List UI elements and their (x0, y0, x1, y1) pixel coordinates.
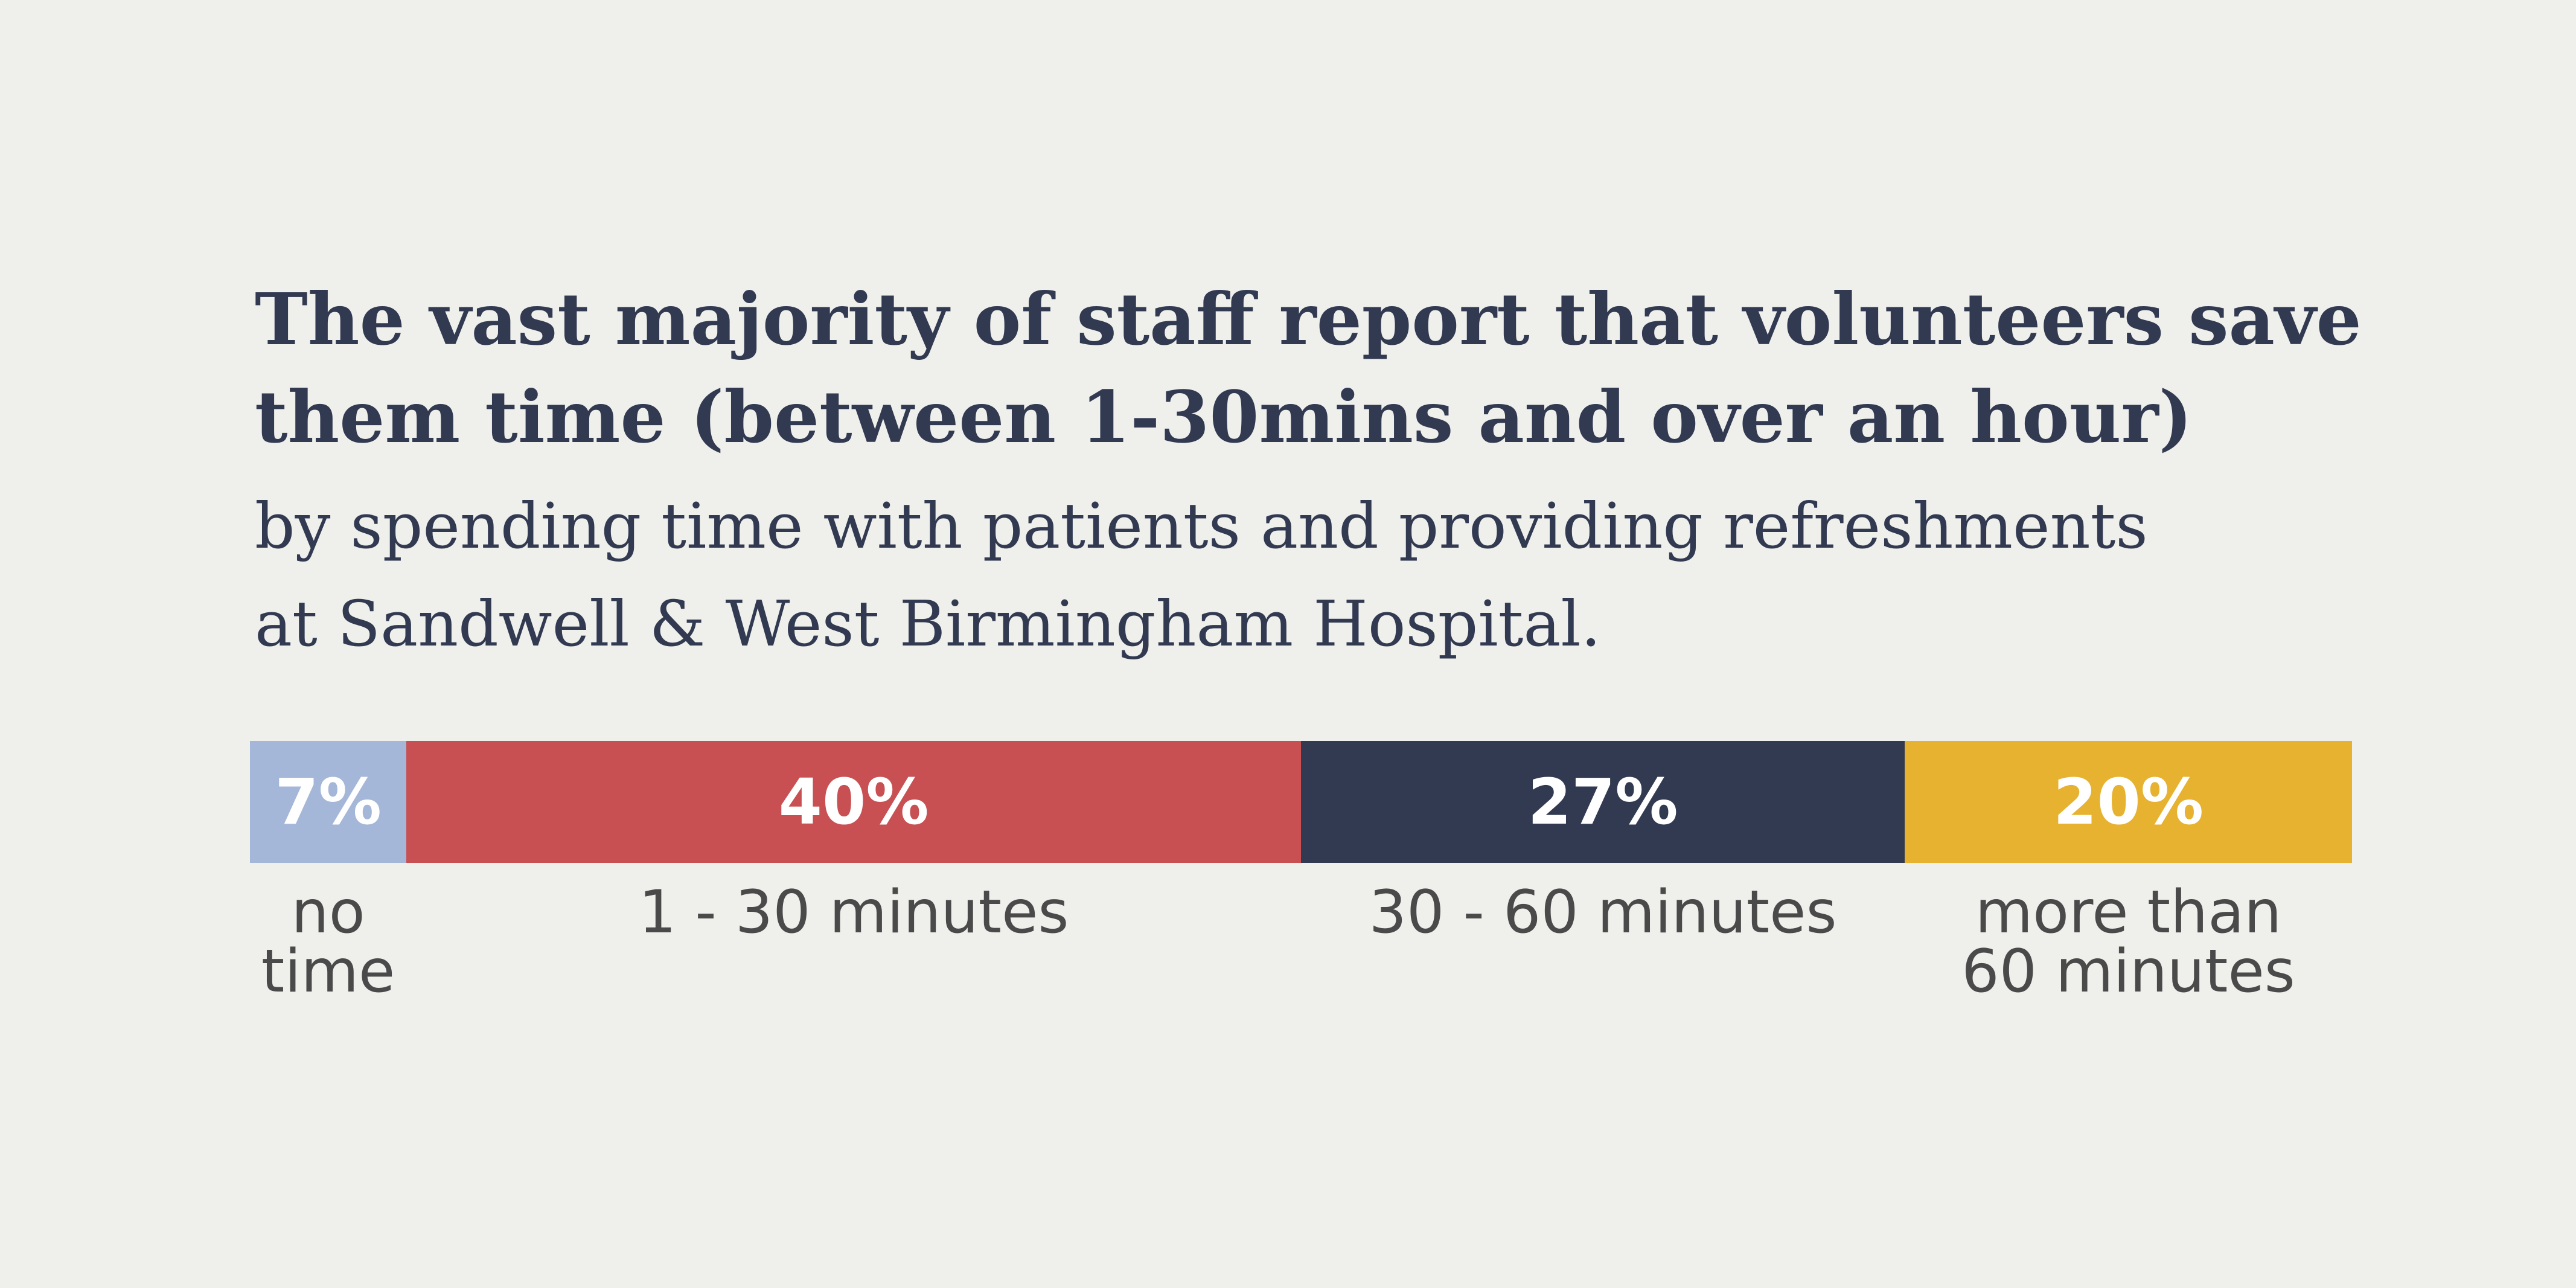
bar-segment-4: 20% (1905, 741, 2352, 863)
data-label-1: 7% (275, 765, 382, 839)
category-label-2: 1 - 30 minutes (638, 878, 1069, 947)
category-label-1: no time (261, 878, 395, 1006)
bar-segment-2: 40% (406, 741, 1301, 863)
bar-segment-3: 27% (1301, 741, 1905, 863)
chart-title: The vast majority of staff report that v… (255, 277, 2362, 459)
category-label-4: more than 60 minutes (1961, 878, 2295, 1006)
data-label-2: 40% (778, 765, 929, 839)
data-label-3: 27% (1527, 765, 1678, 839)
stacked-bar: 7% 40% 27% 20% (250, 741, 2352, 863)
chart-subtitle: by spending time with patients and provi… (255, 489, 2148, 661)
data-label-4: 20% (2053, 765, 2204, 839)
bar-segment-1: 7% (250, 741, 407, 863)
category-label-3: 30 - 60 minutes (1369, 878, 1837, 947)
